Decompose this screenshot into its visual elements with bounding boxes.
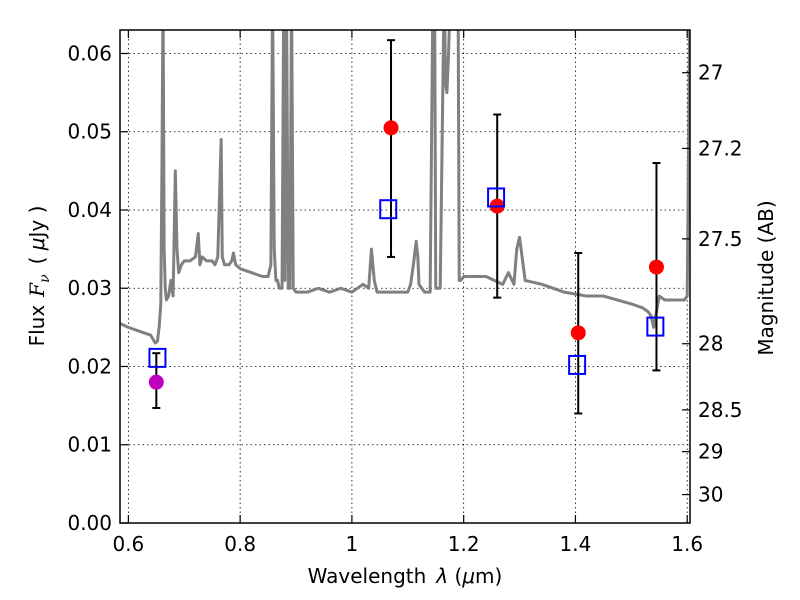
- measured-point: [148, 374, 164, 390]
- x-tick-label: 1: [346, 532, 359, 556]
- model-band-square: [646, 316, 665, 337]
- measured-point: [648, 259, 664, 275]
- y-tick-label: 0.01: [67, 433, 112, 457]
- x-tick-label: 1.4: [560, 532, 592, 556]
- y2-axis-label: Magnitude (AB): [754, 200, 778, 355]
- y2-tick-label: 30: [698, 483, 723, 507]
- x-tick-label: 1.6: [671, 532, 703, 556]
- y2-tick-label: 28: [698, 332, 723, 356]
- y-tick-label: 0.05: [67, 120, 112, 144]
- y-tick-label: 0.06: [67, 41, 112, 65]
- axis-ticks: 0.6 0.8 1 1.2 1.4 1.6 0.00 0.01 0.02 0.03 0.04 0.05…: [67, 30, 743, 556]
- y-tick-label: 0.00: [67, 511, 112, 535]
- y2-tick-label: 29: [698, 440, 723, 464]
- y-tick-label: 0.03: [67, 276, 112, 300]
- model-band-square: [379, 199, 398, 220]
- x-tick-label: 0.6: [112, 532, 144, 556]
- model-band-square: [568, 354, 587, 375]
- measured-point: [383, 120, 399, 136]
- y2-tick-label: 27.5: [698, 227, 743, 251]
- plot-frame: [119, 29, 691, 524]
- model-band-square: [487, 187, 506, 208]
- model-band-square: [148, 347, 167, 368]
- y-axis-label: FluxFν( μJy ): [25, 206, 53, 347]
- y-tick-label: 0.04: [67, 198, 112, 222]
- x-axis-label: Wavelength λ (μm): [308, 564, 503, 588]
- y2-tick-label: 28.5: [698, 398, 743, 422]
- model-squares: [148, 187, 665, 375]
- measured-point: [570, 325, 586, 341]
- y-tick-label: 0.02: [67, 354, 112, 378]
- x-tick-label: 0.8: [224, 532, 256, 556]
- y2-tick-label: 27: [698, 61, 723, 85]
- y2-tick-label: 27.2: [698, 136, 743, 160]
- x-tick-label: 1.2: [448, 532, 480, 556]
- measured-points: [148, 120, 664, 390]
- model-spectrum-line: [120, 30, 690, 345]
- grid: [120, 30, 690, 524]
